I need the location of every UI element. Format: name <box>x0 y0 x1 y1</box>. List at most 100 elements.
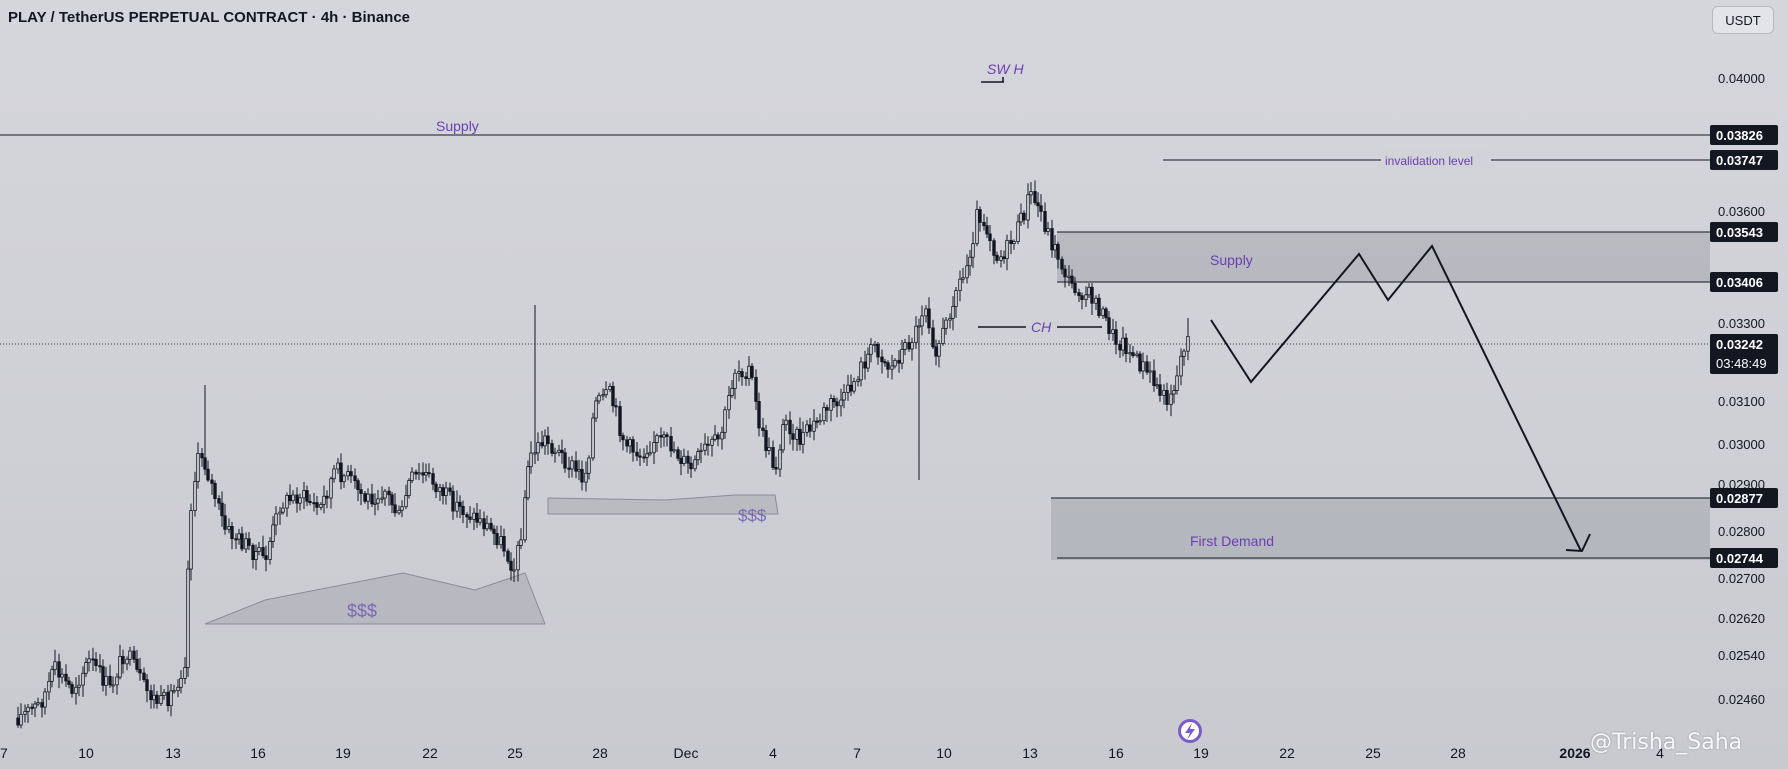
candle-body <box>332 468 336 480</box>
price-tick-label: 0.03100 <box>1718 394 1765 409</box>
price-badges: 0.03826 0.03747 0.03543 0.03406 0.03242 03:48… <box>1710 125 1778 568</box>
candle-body <box>985 225 989 235</box>
candle-body <box>230 526 234 540</box>
candle-body <box>64 673 68 682</box>
candle-body <box>727 395 731 411</box>
candle-body <box>478 518 482 523</box>
candle-body <box>1053 243 1057 251</box>
time-tick-label: 7 <box>0 745 8 761</box>
candle-body <box>635 451 639 457</box>
candle-body <box>26 706 30 712</box>
candle-body <box>458 501 462 507</box>
candle-body <box>461 506 465 515</box>
price-tick-label: 0.02700 <box>1718 571 1765 586</box>
candle-body <box>81 672 85 686</box>
candle-body <box>40 702 44 708</box>
candle-body <box>397 509 401 514</box>
candle-body <box>567 467 571 470</box>
price-tick-label: 0.02800 <box>1718 524 1765 539</box>
candle-body <box>373 502 377 505</box>
candle-body <box>642 456 646 459</box>
price-tick-label: 0.02540 <box>1718 648 1765 663</box>
time-axis: 7 10 13 16 19 22 25 28 Dec 4 7 10 13 16 19 22 25 28 2026 4 <box>0 745 1664 761</box>
candle-body <box>982 221 986 227</box>
candle-body <box>223 515 227 530</box>
candle-body <box>801 431 805 445</box>
candle-body <box>907 342 911 350</box>
candle-body <box>475 512 479 523</box>
candle-body <box>941 327 945 344</box>
candle-body <box>268 541 272 560</box>
candle-body <box>944 319 948 329</box>
candle-body <box>1124 337 1128 355</box>
candle-body <box>795 428 799 440</box>
candle-body <box>791 433 795 440</box>
candle-body <box>251 544 255 560</box>
candle-body <box>135 658 139 670</box>
time-tick-label: Dec <box>674 745 699 761</box>
candle-body <box>822 407 826 422</box>
candle-body <box>873 344 877 347</box>
time-tick-label: 22 <box>422 745 438 761</box>
candle-body <box>733 372 737 389</box>
candle-body <box>699 449 703 452</box>
candle-body <box>60 673 64 678</box>
bolt-icon[interactable] <box>1178 719 1202 743</box>
candle-body <box>591 417 595 459</box>
candle-body <box>526 466 530 499</box>
candle-body <box>849 384 853 392</box>
candle-body <box>468 516 472 520</box>
candle-body <box>628 439 632 447</box>
candle-body <box>788 419 792 435</box>
price-tick-label: 0.03600 <box>1718 204 1765 219</box>
candle-body <box>298 497 302 504</box>
candle-body <box>57 661 61 678</box>
candle-body <box>1135 353 1139 357</box>
candle-body <box>346 471 350 477</box>
time-tick-label: 7 <box>853 745 861 761</box>
candle-body <box>1101 308 1105 317</box>
candle-body <box>1094 297 1098 304</box>
candle-body <box>353 475 357 482</box>
candle-body <box>509 560 513 571</box>
candle-body <box>638 455 642 458</box>
candle-body <box>502 536 506 552</box>
candle-body <box>183 667 187 679</box>
candle-body <box>563 452 567 469</box>
candle-body <box>485 522 489 530</box>
candle-body <box>1114 329 1118 345</box>
candle-body <box>376 498 380 504</box>
candle-body <box>625 439 629 447</box>
candle-body <box>383 490 387 499</box>
price-tick-label: 0.04000 <box>1718 71 1765 86</box>
candle-body <box>227 526 231 530</box>
candle-body <box>424 472 428 476</box>
candle-body <box>1073 282 1077 293</box>
candle-body <box>856 379 860 382</box>
candle-body <box>689 462 693 470</box>
candle-body <box>978 209 982 223</box>
candle-body <box>441 487 445 496</box>
swing-high-label: SW H <box>987 61 1024 77</box>
price-badge-label: 0.03543 <box>1716 225 1763 240</box>
candle-body <box>1036 202 1040 207</box>
currency-button[interactable]: USDT <box>1712 6 1774 34</box>
candle-body <box>322 495 326 505</box>
candle-body <box>220 502 224 517</box>
candle-body <box>387 490 391 496</box>
time-tick-label: 25 <box>507 745 523 761</box>
candle-body <box>285 494 289 509</box>
candle-body <box>434 483 438 493</box>
candle-body <box>417 472 421 475</box>
candle-body <box>835 401 839 407</box>
candle-body <box>577 469 581 472</box>
candle-body <box>278 511 282 515</box>
candle-body <box>217 498 221 504</box>
candle-body <box>818 420 822 423</box>
candle-body <box>961 277 965 280</box>
candle-body <box>597 395 601 402</box>
candle-body <box>543 435 547 447</box>
candle-body <box>1016 221 1020 242</box>
candle-body <box>832 398 836 403</box>
